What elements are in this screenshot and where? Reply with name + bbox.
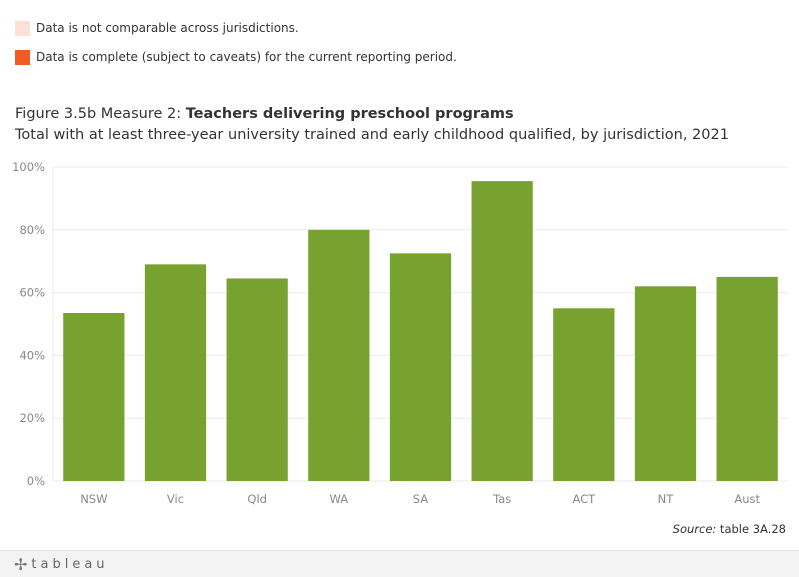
chart-title-block: Figure 3.5b Measure 2: Teachers deliveri… [15, 106, 729, 143]
chart-title-bold: Teachers delivering preschool programs [185, 106, 514, 122]
legend-swatch-complete [15, 49, 30, 65]
tableau-logo[interactable]: ✢ tableau [14, 555, 109, 574]
source-note: Source: table 3A.28 [673, 522, 786, 536]
source-text: table 3A.28 [716, 522, 786, 536]
x-tick-label: WA [330, 492, 349, 506]
chart-title-prefix: Figure 3.5b Measure 2: [15, 106, 186, 122]
bar-wa [308, 229, 370, 481]
tableau-footer: ✢ tableau [0, 550, 799, 577]
x-tick-label: Vic [167, 492, 184, 506]
legend: Data is not comparable across jurisdicti… [15, 18, 457, 76]
y-tick-label: 0% [27, 474, 45, 488]
bar-vic [144, 264, 207, 481]
legend-item-not-comparable[interactable]: Data is not comparable across jurisdicti… [15, 18, 457, 38]
x-tick-label: SA [413, 492, 429, 506]
bar-qld [226, 278, 288, 481]
legend-label-complete: Data is complete (subject to caveats) fo… [36, 50, 457, 64]
bar-sa [389, 253, 452, 481]
tableau-plus-icon: ✢ [14, 555, 28, 574]
bar-act [553, 308, 615, 481]
x-tick-label: NSW [80, 492, 107, 506]
bar-tas [471, 181, 533, 481]
x-tick-label: ACT [572, 492, 596, 506]
legend-swatch-not-comparable [15, 20, 30, 36]
y-tick-label: 40% [19, 348, 45, 362]
legend-item-complete[interactable]: Data is complete (subject to caveats) fo… [15, 47, 457, 67]
tableau-logo-text: tableau [31, 557, 109, 572]
chart-title: Figure 3.5b Measure 2: Teachers deliveri… [15, 106, 729, 122]
x-tick-label: Qld [247, 492, 267, 506]
bar-nt [634, 286, 697, 481]
y-tick-label: 20% [19, 411, 45, 425]
y-tick-label: 100% [12, 160, 45, 174]
x-tick-label: Tas [492, 492, 511, 506]
chart-subtitle: Total with at least three-year universit… [15, 127, 729, 143]
legend-label-not-comparable: Data is not comparable across jurisdicti… [36, 21, 299, 35]
source-label: Source: [672, 522, 717, 536]
bar-nsw [63, 313, 125, 481]
y-tick-label: 60% [19, 286, 45, 300]
y-tick-label: 80% [19, 223, 45, 237]
bar-aust [716, 276, 778, 481]
x-tick-label: Aust [734, 492, 760, 506]
bar-chart: 0% 20% 40% 60% 80% 100% NSW Vic Qld WA SA Tas ACT NT A… [12, 160, 788, 506]
x-tick-label: NT [658, 492, 675, 506]
